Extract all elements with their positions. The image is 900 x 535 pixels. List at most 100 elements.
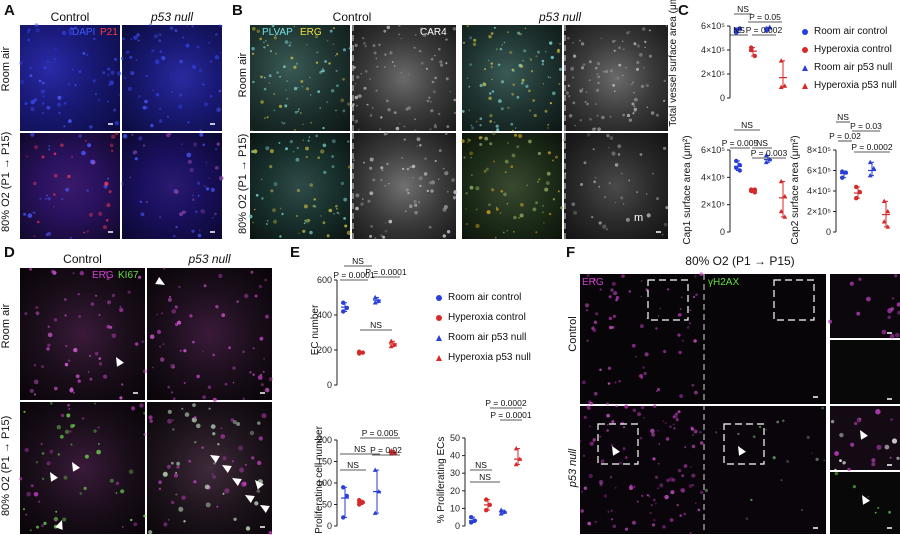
cell-speckle [622, 113, 625, 117]
cell-speckle [614, 486, 617, 489]
cell-speckle [579, 119, 582, 122]
cell-speckle [263, 87, 267, 91]
cell-speckle [110, 70, 115, 75]
cell-speckle [633, 105, 636, 108]
y-tick-label: 8×10⁵ [807, 145, 831, 155]
cell-speckle [583, 455, 585, 457]
cell-speckle [369, 78, 371, 80]
cell-speckle [646, 106, 649, 109]
cell-speckle [589, 118, 592, 121]
cell-speckle [375, 57, 378, 60]
cell-speckle [285, 89, 287, 91]
cell-speckle [92, 79, 96, 83]
cell-speckle [442, 234, 446, 238]
cell-speckle [877, 506, 880, 509]
cell-speckle [67, 174, 71, 179]
data-point [357, 502, 362, 507]
cell-speckle [423, 172, 428, 176]
cell-speckle [192, 340, 195, 344]
arrowhead-icon [245, 495, 255, 503]
cell-speckle [765, 428, 768, 431]
cell-speckle [86, 189, 89, 192]
cell-speckle [491, 131, 496, 136]
arrowhead-icon [116, 357, 124, 367]
cell-speckle [46, 347, 50, 351]
cell-speckle [429, 128, 432, 131]
micrograph-d-null-air [147, 268, 272, 400]
cell-speckle [522, 60, 524, 62]
cell-speckle [356, 104, 358, 107]
cell-speckle [33, 145, 39, 150]
cell-speckle [512, 230, 515, 233]
data-point [843, 170, 848, 175]
cell-speckle [179, 59, 183, 64]
cell-speckle [36, 525, 39, 529]
arrowhead-icon [232, 478, 242, 486]
cell-speckle [594, 176, 597, 179]
cell-speckle [97, 426, 100, 429]
cell-speckle [683, 512, 687, 516]
cell-speckle [309, 230, 313, 235]
cell-speckle [684, 446, 687, 449]
cell-speckle [193, 416, 197, 419]
cell-speckle [541, 59, 545, 63]
cell-speckle [643, 371, 647, 376]
cell-speckle [259, 336, 264, 341]
cell-speckle [284, 104, 288, 108]
data-point [778, 178, 784, 184]
panel-b-col-control: Control [332, 10, 372, 24]
cell-speckle [475, 208, 478, 211]
cell-speckle [193, 142, 198, 147]
cell-speckle [72, 391, 75, 394]
cell-speckle [26, 155, 29, 158]
cell-speckle [447, 79, 449, 81]
cell-speckle [283, 65, 286, 68]
cell-speckle [856, 417, 862, 423]
circle-marker-icon [436, 294, 442, 301]
cell-speckle [630, 83, 633, 86]
cell-speckle [89, 354, 91, 357]
y-tick-label: 20 [450, 486, 460, 496]
cell-speckle [218, 176, 224, 181]
cell-speckle [532, 207, 537, 212]
panel-c-letter: C [678, 2, 689, 19]
cell-speckle [669, 425, 672, 429]
cell-speckle [472, 42, 477, 46]
data-point [498, 511, 504, 516]
cell-speckle [659, 483, 664, 488]
cell-speckle [509, 50, 513, 55]
cell-speckle [404, 210, 407, 213]
cell-speckle [188, 459, 192, 463]
cell-speckle [609, 69, 613, 73]
cell-speckle [586, 339, 589, 342]
cell-speckle [205, 502, 211, 508]
cell-speckle [644, 40, 647, 44]
cell-speckle [475, 224, 480, 228]
cell-speckle [160, 357, 165, 362]
cell-speckle [64, 314, 67, 316]
cell-speckle [380, 166, 384, 170]
cell-speckle [27, 31, 30, 34]
cell-speckle [697, 508, 701, 512]
cell-speckle [39, 197, 42, 200]
cell-speckle [212, 432, 216, 436]
cell-speckle [493, 121, 496, 124]
cell-speckle [690, 466, 692, 468]
cell-speckle [47, 325, 50, 328]
y-tick-label: 0 [327, 380, 332, 390]
cell-speckle [216, 107, 221, 112]
cell-speckle [340, 98, 345, 103]
legend-item: Hyperoxia p53 null [436, 352, 531, 363]
cell-speckle [183, 382, 186, 384]
cell-speckle [189, 314, 193, 318]
cell-speckle [625, 217, 630, 222]
cell-speckle [43, 521, 47, 526]
cell-speckle [111, 293, 116, 298]
cell-speckle [574, 124, 576, 127]
data-point [763, 28, 769, 33]
cell-speckle [250, 270, 254, 274]
cell-speckle [493, 26, 496, 29]
cell-speckle [62, 517, 67, 522]
cell-speckle [268, 531, 273, 535]
cell-speckle [652, 498, 656, 502]
